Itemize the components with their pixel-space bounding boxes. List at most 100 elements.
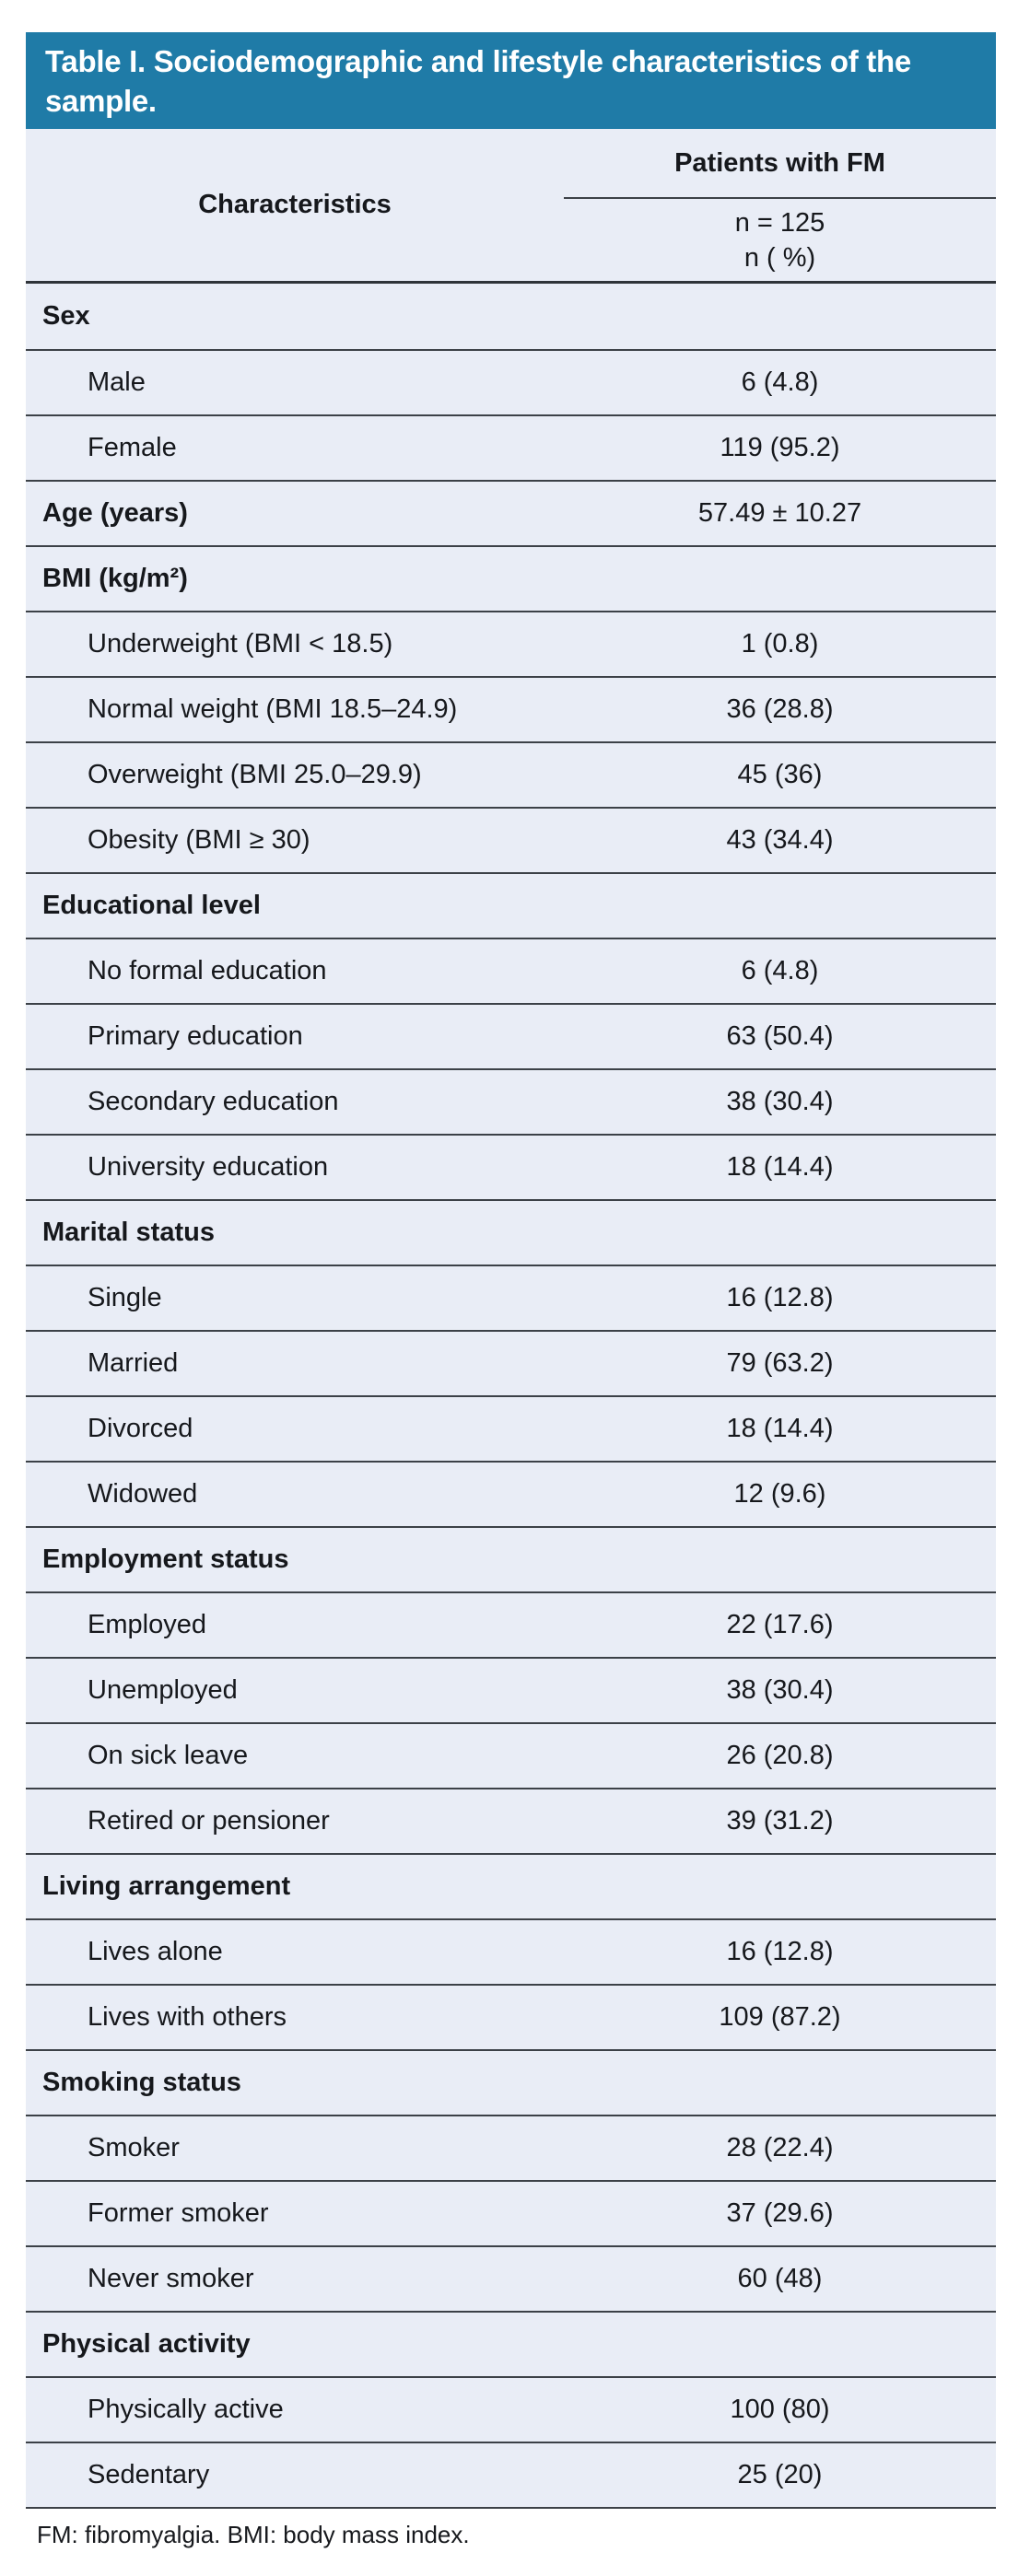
row-value: 36 (28.8) xyxy=(726,694,834,724)
table-row: Primary education 63 (50.4) xyxy=(26,1003,996,1068)
row-value: 109 (87.2) xyxy=(719,2002,841,2032)
row-label: Underweight (BMI < 18.5) xyxy=(88,629,393,659)
row-label: Employment status xyxy=(42,1544,289,1574)
row-label: Overweight (BMI 25.0–29.9) xyxy=(88,760,422,789)
row-label: Former smoker xyxy=(88,2198,269,2228)
row-label: Retired or pensioner xyxy=(88,1806,330,1836)
sample-size-subhead: n = 125 n ( %) xyxy=(564,199,996,281)
row-value: 37 (29.6) xyxy=(726,2198,834,2228)
row-value: 28 (22.4) xyxy=(726,2133,834,2162)
table-row: Marital status xyxy=(26,1199,996,1265)
sample-size-n: n = 125 xyxy=(734,207,825,238)
row-label: BMI (kg/m²) xyxy=(42,564,188,593)
row-value: 100 (80) xyxy=(730,2395,830,2424)
row-label: Widowed xyxy=(88,1479,198,1509)
row-label: Age (years) xyxy=(42,498,188,528)
row-label: Lives with others xyxy=(88,2002,287,2032)
table-row: Unemployed 38 (30.4) xyxy=(26,1657,996,1722)
row-value: 63 (50.4) xyxy=(726,1021,834,1051)
row-label: Employed xyxy=(88,1610,206,1639)
table-row: Sedentary 25 (20) xyxy=(26,2442,996,2507)
row-label: Male xyxy=(88,367,146,397)
table-footnote: FM: fibromyalgia. BMI: body mass index. xyxy=(26,2521,996,2549)
row-value: 43 (34.4) xyxy=(726,825,834,855)
row-label: Smoking status xyxy=(42,2068,241,2097)
row-label: Lives alone xyxy=(88,1937,223,1966)
row-value: 22 (17.6) xyxy=(726,1610,834,1639)
table-row: Smoker 28 (22.4) xyxy=(26,2115,996,2180)
row-value: 18 (14.4) xyxy=(726,1414,834,1443)
table-header: Characteristics Patients with FM n = 125… xyxy=(26,129,996,281)
characteristics-column-header: Characteristics xyxy=(198,190,392,219)
table-row: Single 16 (12.8) xyxy=(26,1265,996,1330)
table-row: Physically active 100 (80) xyxy=(26,2376,996,2442)
row-label: Divorced xyxy=(88,1414,193,1443)
row-label: University education xyxy=(88,1152,329,1182)
row-label: Marital status xyxy=(42,1218,215,1247)
row-label: Obesity (BMI ≥ 30) xyxy=(88,825,310,855)
sample-size-units: n ( %) xyxy=(743,242,816,273)
table-row: Underweight (BMI < 18.5) 1 (0.8) xyxy=(26,611,996,676)
table-row: Employment status xyxy=(26,1526,996,1591)
row-value: 45 (36) xyxy=(737,760,823,789)
table-row: Never smoker 60 (48) xyxy=(26,2245,996,2311)
row-label: Sedentary xyxy=(88,2460,210,2489)
row-value: 26 (20.8) xyxy=(726,1741,834,1770)
table-row: University education 18 (14.4) xyxy=(26,1134,996,1199)
row-value: 38 (30.4) xyxy=(726,1675,834,1705)
row-value: 16 (12.8) xyxy=(726,1283,834,1312)
row-label: Never smoker xyxy=(88,2264,254,2293)
row-label: Primary education xyxy=(88,1021,303,1051)
table-row: Normal weight (BMI 18.5–24.9) 36 (28.8) xyxy=(26,676,996,741)
table-row: Retired or pensioner 39 (31.2) xyxy=(26,1788,996,1853)
row-label: Physically active xyxy=(88,2395,284,2424)
row-value: 6 (4.8) xyxy=(741,956,819,985)
row-value: 57.49 ± 10.27 xyxy=(697,498,862,528)
table-row: Widowed 12 (9.6) xyxy=(26,1461,996,1526)
row-label: Sex xyxy=(42,301,90,331)
table-row: On sick leave 26 (20.8) xyxy=(26,1722,996,1788)
row-value: 119 (95.2) xyxy=(720,433,840,462)
table-row: BMI (kg/m²) xyxy=(26,545,996,611)
table-row: Sex xyxy=(26,284,996,349)
row-label: Single xyxy=(88,1283,162,1312)
table-row: Secondary education 38 (30.4) xyxy=(26,1068,996,1134)
table-row: Female 119 (95.2) xyxy=(26,414,996,480)
table-row: Living arrangement xyxy=(26,1853,996,1918)
table-title: Table I. Sociodemographic and lifestyle … xyxy=(26,32,996,129)
table-row: Former smoker 37 (29.6) xyxy=(26,2180,996,2245)
row-value: 39 (31.2) xyxy=(726,1806,834,1836)
table-row: Physical activity xyxy=(26,2311,996,2376)
row-value: 25 (20) xyxy=(737,2460,823,2489)
row-value: 18 (14.4) xyxy=(726,1152,834,1182)
row-value: 1 (0.8) xyxy=(741,629,819,659)
table-row: Age (years) 57.49 ± 10.27 xyxy=(26,480,996,545)
table-row: Lives alone 16 (12.8) xyxy=(26,1918,996,1984)
row-label: No formal education xyxy=(88,956,327,985)
table-row: Educational level xyxy=(26,872,996,938)
row-value: 6 (4.8) xyxy=(741,367,819,397)
row-label: Living arrangement xyxy=(42,1871,291,1901)
patients-group-label: Patients with FM xyxy=(564,129,996,199)
row-value: 79 (63.2) xyxy=(726,1348,834,1378)
row-label: Educational level xyxy=(42,891,261,920)
table-row: Smoking status xyxy=(26,2049,996,2115)
table-row: Employed 22 (17.6) xyxy=(26,1591,996,1657)
table-row: Divorced 18 (14.4) xyxy=(26,1395,996,1461)
table-row: Lives with others 109 (87.2) xyxy=(26,1984,996,2049)
table-card: Table I. Sociodemographic and lifestyle … xyxy=(26,32,996,2549)
row-label: Smoker xyxy=(88,2133,180,2162)
row-label: Physical activity xyxy=(42,2329,251,2359)
table-row: No formal education 6 (4.8) xyxy=(26,938,996,1003)
row-value: 12 (9.6) xyxy=(733,1479,826,1509)
row-label: Normal weight (BMI 18.5–24.9) xyxy=(88,694,458,724)
row-label: Female xyxy=(88,433,177,462)
table-body: Sex Male 6 (4.8) Female 119 (95.2) Age (… xyxy=(26,281,996,2509)
row-value: 16 (12.8) xyxy=(726,1937,834,1966)
patients-column-header: Patients with FM n = 125 n ( %) xyxy=(564,129,996,281)
row-label: On sick leave xyxy=(88,1741,249,1770)
row-value: 38 (30.4) xyxy=(726,1087,834,1116)
table-row: Married 79 (63.2) xyxy=(26,1330,996,1395)
row-label: Married xyxy=(88,1348,179,1378)
row-label: Unemployed xyxy=(88,1675,238,1705)
